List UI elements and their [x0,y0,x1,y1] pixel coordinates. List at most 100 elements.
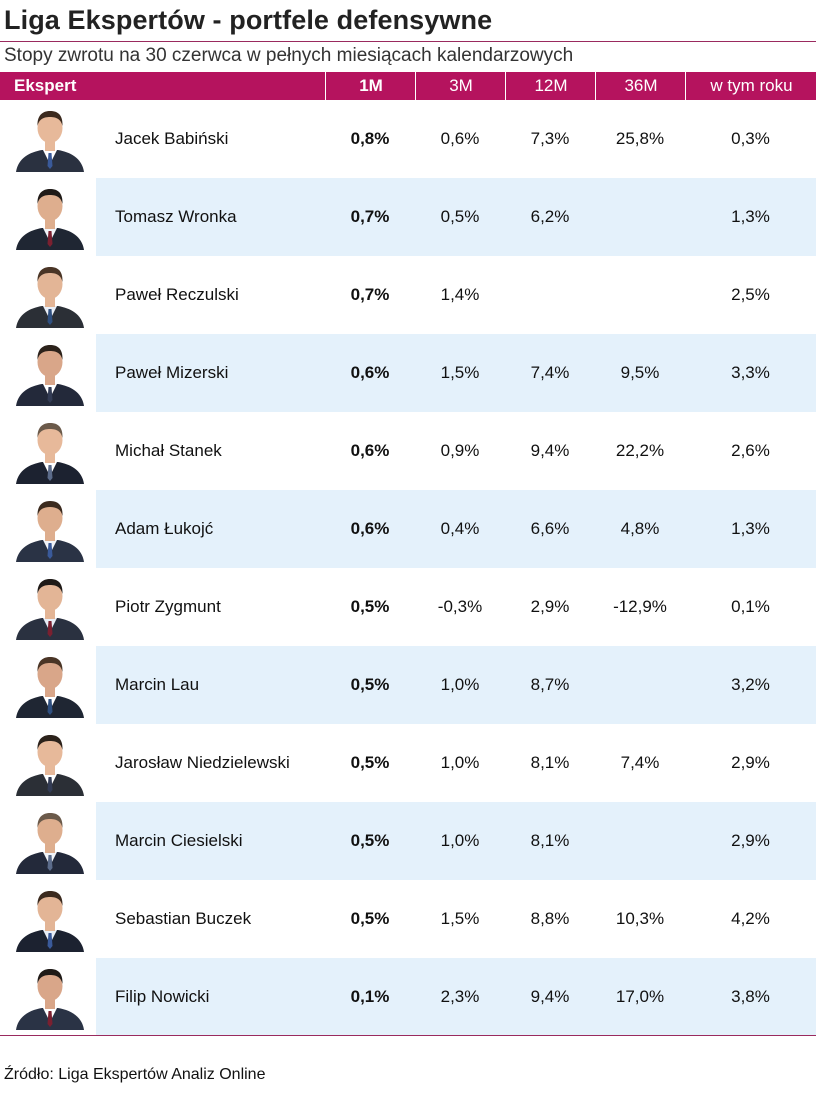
cell-1m: 0,7% [350,285,390,304]
cell-36m: 22,2% [615,441,665,460]
cell-36m: 10,3% [615,909,665,928]
cell-expert-name: Adam Łukojć [115,519,214,538]
cell-ytd: 2,9% [731,831,770,850]
page-title: Liga Ekspertów - portfele defensywne [4,5,493,35]
row-background [96,490,816,568]
cell-ytd: 2,5% [731,285,770,304]
expert-avatar [16,891,84,952]
cell-ytd: 3,2% [731,675,770,694]
cell-expert-name: Sebastian Buczek [115,909,252,928]
expert-avatar [16,735,84,796]
expert-avatar [16,111,84,172]
cell-12m: 9,4% [530,441,570,460]
cell-1m: 0,6% [350,519,390,538]
expert-avatar [16,189,84,250]
table-body: Jacek Babiński 0,8% 0,6% 7,3% 25,8% 0,3% Tomas… [0,100,816,1036]
cell-3m: 1,0% [440,753,480,772]
cell-ytd: 1,3% [731,519,770,538]
table-row: Tomasz Wronka 0,7% 0,5% 6,2% 1,3% [0,178,816,256]
cell-1m: 0,1% [350,987,390,1006]
header-3m: 3M [415,72,506,100]
table-bottom-rule [0,1035,816,1036]
cell-expert-name: Marcin Lau [115,675,200,694]
cell-36m: 25,8% [615,129,665,148]
expert-avatar [16,579,84,640]
cell-ytd: 3,3% [731,363,770,382]
table-header: Ekspert 1M 3M 12M 36M w tym roku [0,72,816,100]
table-row: Filip Nowicki 0,1% 2,3% 9,4% 17,0% 3,8% [0,958,816,1036]
table-row: Sebastian Buczek 0,5% 1,5% 8,8% 10,3% 4,2% [0,880,816,958]
cell-ytd: 1,3% [731,207,770,226]
header-expert: Ekspert [14,76,77,95]
cell-ytd: 0,1% [731,597,770,616]
row-background [96,646,816,724]
cell-3m: 0,4% [440,519,480,538]
table-row: Jacek Babiński 0,8% 0,6% 7,3% 25,8% 0,3% [0,100,816,178]
cell-expert-name: Tomasz Wronka [115,207,237,226]
cell-ytd: 4,2% [731,909,770,928]
cell-3m: 1,4% [440,285,480,304]
cell-ytd: 3,8% [731,987,770,1006]
expert-avatar [16,267,84,328]
table-row: Piotr Zygmunt 0,5% -0,3% 2,9% -12,9% 0,1% [0,568,816,646]
cell-12m: 6,2% [530,207,570,226]
cell-12m [505,256,595,334]
cell-36m: 9,5% [620,363,660,382]
cell-36m [595,802,685,880]
page-subtitle: Stopy zwrotu na 30 czerwca w pełnych mie… [4,45,574,66]
cell-12m: 8,7% [530,675,570,694]
source-note: Źródło: Liga Ekspertów Analiz Online [4,1066,266,1083]
cell-expert-name: Jarosław Niedzielewski [115,753,290,772]
table-row: Paweł Mizerski 0,6% 1,5% 7,4% 9,5% 3,3% [0,334,816,412]
cell-ytd: 0,3% [731,129,770,148]
cell-1m: 0,6% [350,441,390,460]
table-row: Adam Łukojć 0,6% 0,4% 6,6% 4,8% 1,3% [0,490,816,568]
header-1m: 1M [325,72,416,100]
table-row: Paweł Reczulski 0,7% 1,4% 2,5% [0,256,816,334]
row-background [96,802,816,880]
cell-1m: 0,5% [350,597,390,616]
cell-expert-name: Filip Nowicki [115,987,210,1006]
cell-expert-name: Michał Stanek [115,441,222,460]
cell-3m: 2,3% [440,987,480,1006]
cell-expert-name: Paweł Mizerski [115,363,229,382]
cell-1m: 0,6% [350,363,390,382]
cell-1m: 0,5% [350,753,390,772]
cell-36m: 4,8% [620,519,660,538]
table-row: Marcin Ciesielski 0,5% 1,0% 8,1% 2,9% [0,802,816,880]
cell-3m: 0,5% [440,207,480,226]
header-ytd: w tym roku [685,72,816,100]
row-background [96,178,816,256]
header-36m: 36M [595,72,686,100]
ranking-table: Ekspert 1M 3M 12M 36M w tym roku Jacek B… [0,72,816,1036]
cell-36m: 7,4% [620,753,660,772]
cell-36m: 17,0% [615,987,665,1006]
cell-3m: 1,5% [440,909,480,928]
expert-avatar [16,813,84,874]
cell-12m: 7,3% [530,129,570,148]
expert-avatar [16,501,84,562]
header-12m: 12M [505,72,596,100]
cell-36m [595,178,685,256]
cell-1m: 0,7% [350,207,390,226]
cell-1m: 0,5% [350,909,390,928]
cell-1m: 0,5% [350,831,390,850]
cell-36m [595,646,685,724]
cell-expert-name: Paweł Reczulski [115,285,239,304]
table-row: Jarosław Niedzielewski 0,5% 1,0% 8,1% 7,4% 2,… [0,724,816,802]
cell-12m: 6,6% [530,519,570,538]
expert-avatar [16,657,84,718]
title-divider [0,41,816,42]
expert-avatar [16,345,84,406]
cell-expert-name: Jacek Babiński [115,129,229,148]
cell-12m: 8,8% [530,909,570,928]
cell-3m: 1,0% [440,675,480,694]
cell-1m: 0,8% [350,129,390,148]
table-row: Marcin Lau 0,5% 1,0% 8,7% 3,2% [0,646,816,724]
cell-3m: 0,9% [440,441,480,460]
cell-ytd: 2,9% [731,753,770,772]
cell-12m: 8,1% [530,831,570,850]
row-background [96,334,816,412]
cell-3m: -0,3% [437,597,483,616]
cell-12m: 8,1% [530,753,570,772]
